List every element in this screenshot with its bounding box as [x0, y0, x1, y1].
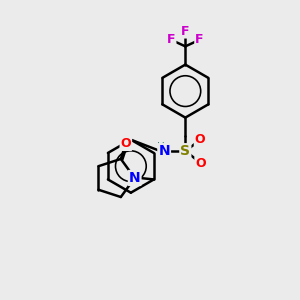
Text: O: O [121, 137, 131, 150]
Text: H: H [157, 142, 165, 152]
Text: F: F [195, 33, 204, 46]
Text: N: N [158, 144, 170, 158]
Text: F: F [181, 25, 190, 38]
Text: O: O [195, 157, 206, 170]
Text: F: F [167, 33, 176, 46]
Text: O: O [195, 133, 206, 146]
Text: S: S [180, 144, 190, 158]
Text: N: N [129, 171, 140, 185]
